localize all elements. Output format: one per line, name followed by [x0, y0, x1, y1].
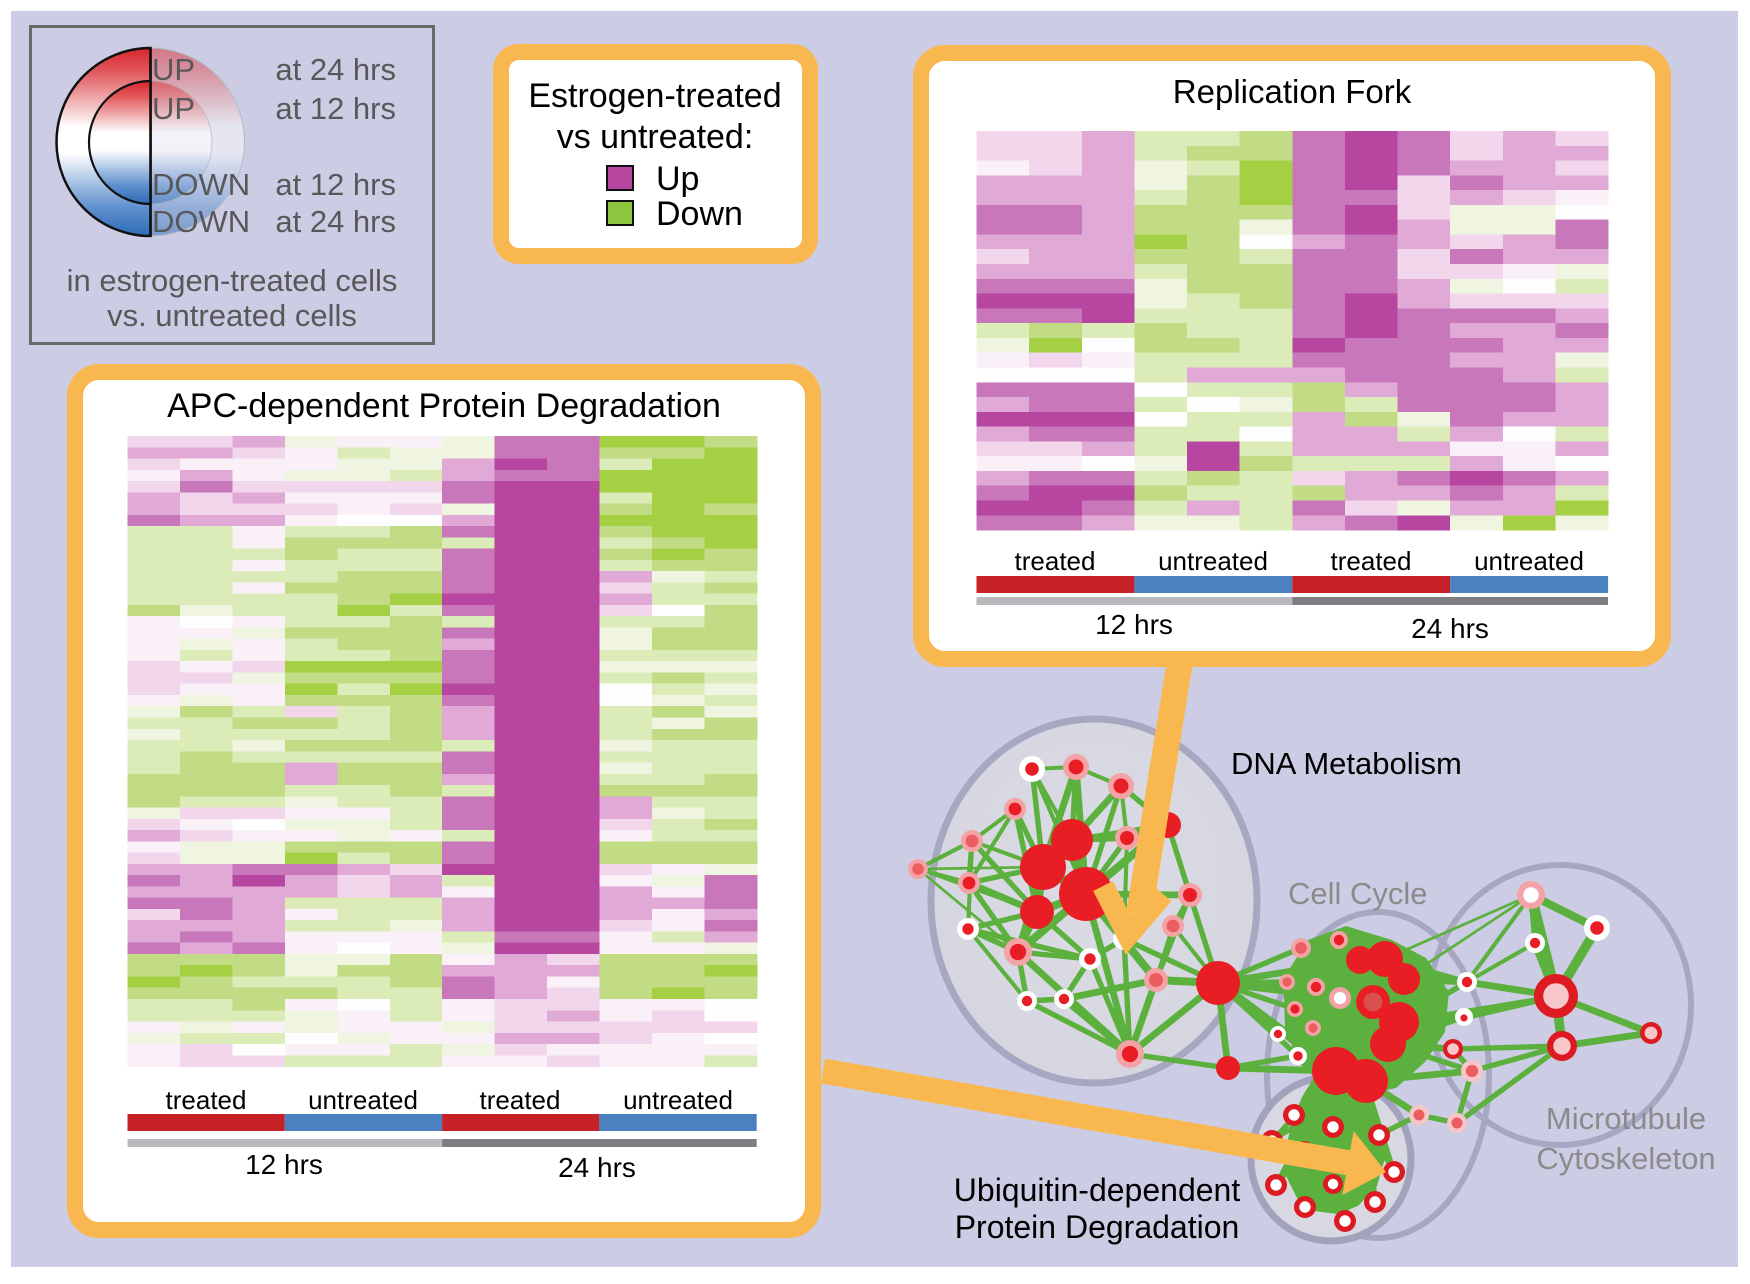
svg-text:at 12 hrs: at 12 hrs	[275, 91, 396, 126]
svg-text:untreated: untreated	[1158, 546, 1268, 576]
svg-text:Ubiquitin-dependent: Ubiquitin-dependent	[954, 1172, 1241, 1208]
svg-text:untreated: untreated	[623, 1085, 733, 1115]
svg-text:vs. untreated cells: vs. untreated cells	[107, 298, 357, 333]
svg-text:untreated: untreated	[308, 1085, 418, 1115]
svg-text:Up: Up	[656, 160, 699, 198]
svg-text:Down: Down	[656, 195, 743, 233]
svg-text:24 hrs: 24 hrs	[558, 1152, 636, 1183]
svg-text:treated: treated	[166, 1085, 247, 1115]
svg-text:UP: UP	[152, 91, 195, 126]
svg-text:at 24 hrs: at 24 hrs	[275, 204, 396, 239]
svg-text:treated: treated	[1331, 546, 1412, 576]
svg-text:12 hrs: 12 hrs	[1095, 609, 1173, 640]
svg-text:untreated: untreated	[1474, 546, 1584, 576]
svg-text:UP: UP	[152, 52, 195, 87]
svg-text:treated: treated	[1015, 546, 1096, 576]
svg-text:12 hrs: 12 hrs	[245, 1149, 323, 1180]
svg-text:Cytoskeleton: Cytoskeleton	[1536, 1141, 1715, 1176]
svg-text:Replication Fork: Replication Fork	[1173, 73, 1412, 110]
svg-text:treated: treated	[480, 1085, 561, 1115]
svg-text:vs untreated:: vs untreated:	[557, 118, 754, 156]
svg-text:Protein Degradation: Protein Degradation	[955, 1209, 1240, 1245]
svg-text:APC-dependent Protein Degradat: APC-dependent Protein Degradation	[167, 387, 721, 425]
svg-text:in estrogen-treated cells: in estrogen-treated cells	[67, 263, 398, 298]
svg-text:Cell Cycle: Cell Cycle	[1288, 876, 1428, 911]
svg-text:at 12 hrs: at 12 hrs	[275, 167, 396, 202]
svg-text:Estrogen-treated: Estrogen-treated	[528, 77, 781, 115]
svg-text:DOWN: DOWN	[152, 204, 250, 239]
svg-text:DOWN: DOWN	[152, 167, 250, 202]
svg-text:Microtubule: Microtubule	[1546, 1101, 1706, 1136]
svg-text:DNA Metabolism: DNA Metabolism	[1231, 746, 1462, 781]
svg-text:24 hrs: 24 hrs	[1411, 613, 1489, 644]
svg-text:at 24 hrs: at 24 hrs	[275, 52, 396, 87]
